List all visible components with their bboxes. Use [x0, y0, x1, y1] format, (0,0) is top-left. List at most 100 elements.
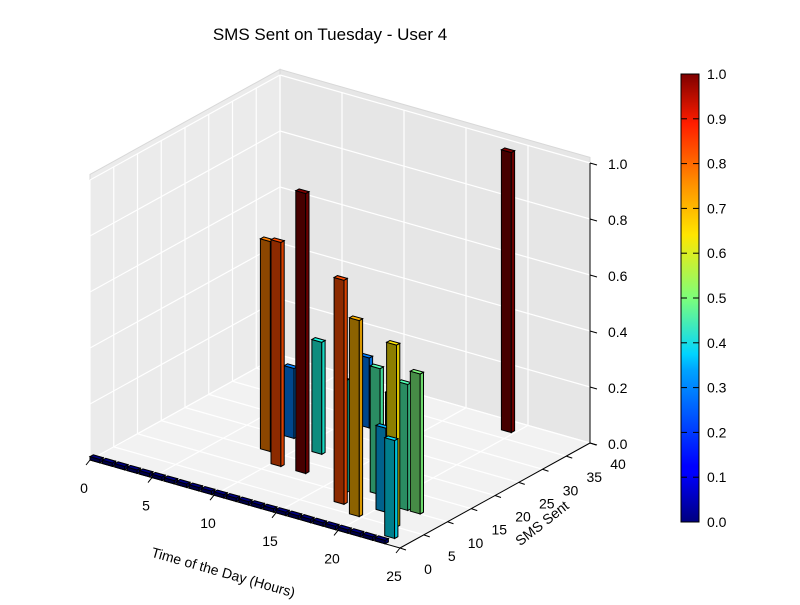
bars-group: [88, 147, 516, 545]
bar-top-face: [310, 337, 327, 343]
y-tick-mark: [423, 534, 430, 538]
bar-side-face: [419, 371, 424, 515]
y-tick-label: 20: [515, 509, 531, 525]
grid-line-z: [89, 186, 281, 293]
x-tick-label: 5: [142, 498, 150, 514]
bar: [332, 275, 349, 506]
bar-top-face: [101, 457, 117, 464]
x-tick-label: 10: [200, 515, 216, 531]
bar: [408, 368, 425, 515]
bar-top-face: [113, 461, 130, 468]
bar-side-face: [394, 437, 399, 540]
colorbar-tick-label: 1.0: [707, 66, 727, 82]
grid-line-z: [89, 354, 281, 461]
bar: [383, 435, 400, 540]
x-tick-label: 15: [262, 533, 278, 549]
bar-top-face: [249, 500, 266, 506]
grid-line-z-back: [279, 354, 591, 444]
bar: [138, 468, 155, 478]
x-tick-mark: [395, 547, 401, 554]
grid-line-y: [113, 446, 424, 536]
bar-top-face: [294, 188, 311, 195]
x-tick-mark: [147, 477, 153, 483]
bar-top-face: [125, 464, 142, 471]
bar-side-face: [510, 149, 516, 434]
bar-front-face: [270, 239, 282, 468]
y-tick-mark: [518, 481, 525, 485]
colorbar-tick-label: 0.4: [707, 335, 727, 351]
z-tick-label: 0.4: [608, 324, 628, 340]
grid-line-z-back: [279, 242, 591, 332]
x-tick-label: 25: [386, 568, 402, 584]
z-tick-label: 0.6: [608, 268, 628, 284]
y-tick-mark: [542, 468, 549, 472]
y-tick-mark: [399, 547, 407, 551]
bar-top-face: [299, 514, 316, 520]
bar: [348, 315, 364, 518]
bar: [336, 524, 353, 535]
bar-top-face: [262, 503, 279, 510]
colorbar-tick-label: 0.3: [707, 380, 727, 396]
y-tick-mark: [566, 455, 573, 459]
bar: [101, 457, 117, 468]
bar-top-face: [311, 517, 328, 524]
colorbar-tick-label: 0.2: [707, 424, 727, 440]
y-tick-label: 30: [563, 482, 579, 498]
y-tick-mark: [471, 508, 478, 512]
grid-line-z: [89, 74, 281, 181]
bar-top-face: [150, 471, 167, 478]
colorbar-tick-label: 0.9: [707, 111, 727, 127]
bar-top-face: [332, 275, 349, 281]
bar-side-face: [321, 339, 326, 456]
bar-front-face: [333, 276, 345, 505]
colorbar-tick-label: 0.0: [707, 514, 727, 530]
bar-top-face: [237, 496, 254, 503]
bar-side-face: [280, 239, 285, 468]
x-tick-mark: [85, 459, 91, 466]
bar-top-face: [500, 147, 516, 154]
chart-title: SMS Sent on Tuesday - User 4: [213, 25, 447, 44]
z-tick-label: 1.0: [608, 156, 628, 172]
bar-top-face: [88, 454, 105, 461]
bar-front-face: [409, 370, 421, 515]
grid-line-z-back: [279, 298, 591, 388]
bar: [349, 528, 365, 538]
bar-top-face: [287, 510, 303, 517]
bar: [294, 188, 311, 475]
bar-front-face: [348, 317, 360, 518]
colorbar-tick-label: 0.1: [707, 469, 727, 485]
bar-top-face: [361, 531, 378, 538]
bar: [299, 514, 316, 524]
z-tick-label: 0.2: [608, 380, 628, 396]
bar-top-face: [349, 528, 365, 534]
bar-top-face: [187, 482, 204, 489]
x-tick-label: 20: [324, 550, 340, 566]
grid-line-z: [89, 130, 281, 237]
bar: [163, 475, 179, 485]
bar-top-face: [175, 478, 192, 485]
bar-top-face: [324, 521, 341, 527]
bar-front-face: [283, 365, 295, 440]
x-tick-mark: [333, 530, 339, 536]
x-tick-mark: [209, 494, 215, 501]
grid-line-z-back: [279, 186, 591, 276]
bar: [373, 535, 390, 545]
bar-top-face: [336, 524, 353, 531]
z-tick-label: 0.0: [608, 436, 628, 452]
y-tick-label: 15: [491, 522, 507, 538]
bar: [150, 471, 167, 482]
colorbar-tick-label: 0.6: [707, 245, 727, 261]
y-tick-mark: [494, 495, 502, 498]
z-tick-mark: [589, 218, 598, 222]
colorbar-ticks: 0.0 0.1 0.2 0.3 0.4 0.5 0.6 0.7 0.8 0.9 1.0: [681, 66, 727, 530]
bar: [249, 500, 266, 510]
z-tick-label: 0.8: [608, 212, 628, 228]
bar-top-face: [212, 489, 229, 496]
bar: [262, 503, 279, 513]
bar-side-face: [358, 317, 364, 518]
colorbar-tick-label: 0.8: [707, 156, 727, 172]
bar-top-face: [138, 468, 155, 475]
